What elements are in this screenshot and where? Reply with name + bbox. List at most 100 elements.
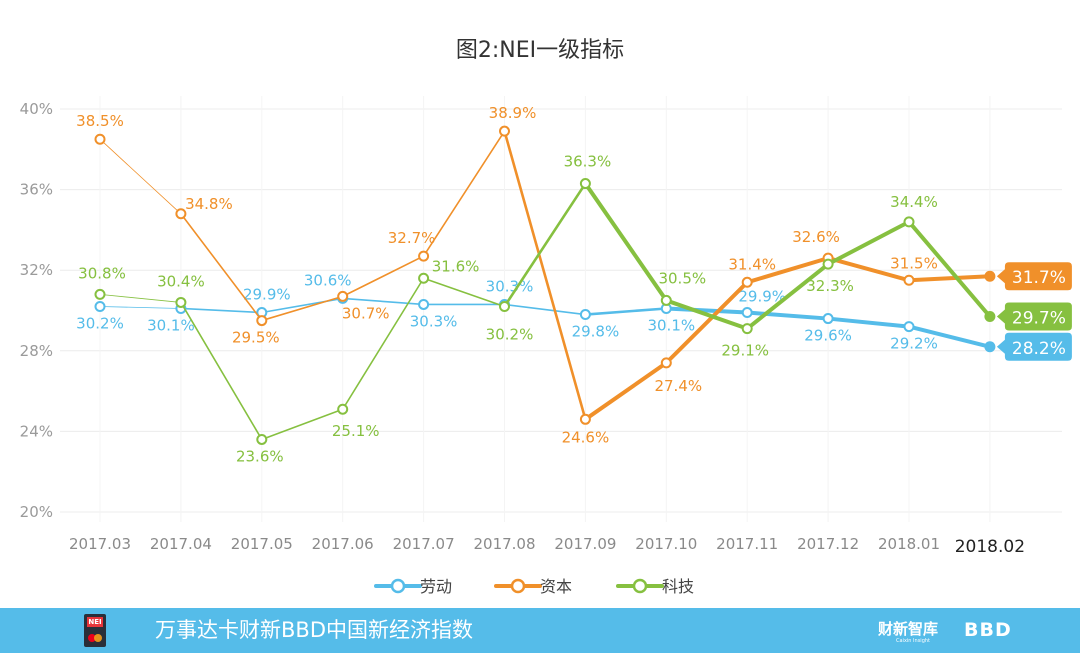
series-line-capital	[826, 256, 911, 283]
chart-title: 图2:NEI一级指标	[456, 38, 624, 63]
x-tick-label: 2018.01	[878, 535, 940, 553]
data-label-capital: 31.4%	[728, 255, 776, 273]
series-line-capital	[503, 129, 587, 421]
data-point-capital	[984, 270, 996, 282]
x-tick-label: 2017.05	[231, 535, 293, 553]
data-label-capital: 27.4%	[654, 377, 702, 395]
end-label-tag-capital	[996, 262, 1072, 291]
data-label-tech: 29.1%	[721, 342, 769, 360]
end-label-tag-tech	[996, 302, 1072, 331]
data-label-tech: 23.6%	[236, 447, 284, 465]
series-line-tech	[907, 219, 992, 319]
data-label-labor: 30.3%	[410, 312, 458, 330]
data-label-capital: 38.5%	[76, 112, 124, 130]
series-line-tech	[826, 219, 911, 267]
legend-marker-labor	[390, 578, 406, 594]
series-line-labor	[99, 306, 182, 309]
data-point-capital	[256, 315, 268, 327]
data-label-tech: 32.3%	[806, 277, 854, 295]
data-label-tech: 30.8%	[78, 264, 126, 282]
data-point-labor	[418, 298, 430, 310]
data-point-labor	[741, 307, 753, 319]
data-label-tech: 31.6%	[432, 257, 480, 275]
series-line-capital	[99, 138, 182, 215]
series-line-labor	[341, 297, 425, 306]
end-value-label-labor: 28.2%	[1012, 339, 1066, 359]
series-line-capital	[260, 295, 344, 322]
series-line-labor	[664, 306, 750, 315]
data-point-tech	[579, 178, 591, 190]
caixin-insight-subtitle: Caixin Insight	[896, 638, 930, 644]
data-point-tech	[660, 294, 672, 306]
series-line-capital	[907, 274, 992, 283]
footer-title: 万事达卡财新BBD中国新经济指数	[155, 618, 473, 642]
data-point-capital	[499, 125, 510, 137]
data-point-tech	[903, 216, 915, 228]
series-line-tech	[583, 181, 669, 303]
series-line-labor	[826, 316, 911, 329]
y-tick-label: 20%	[20, 503, 53, 521]
series-line-tech	[664, 298, 750, 331]
data-label-labor: 29.9%	[738, 288, 786, 306]
series-line-capital	[422, 130, 506, 257]
data-label-capital: 34.8%	[185, 195, 233, 213]
data-label-labor: 29.8%	[572, 323, 620, 341]
data-label-tech: 34.4%	[890, 193, 938, 211]
bbd-logo: BBD	[964, 619, 1012, 641]
data-point-capital	[175, 208, 187, 220]
series-line-tech	[99, 293, 182, 303]
data-label-capital: 32.7%	[388, 229, 436, 247]
data-point-tech	[337, 403, 349, 415]
series-line-labor	[907, 324, 992, 349]
y-tick-label: 28%	[20, 342, 53, 360]
data-label-capital: 24.6%	[562, 428, 610, 446]
data-label-tech: 30.5%	[658, 269, 706, 287]
series-line-tech	[503, 182, 587, 308]
data-point-labor	[903, 321, 915, 333]
footer-banner: NEI 万事达卡财新BBD中国新经济指数 财新智库 Caixin Insight…	[0, 608, 1080, 653]
legend-label-labor: 劳动	[420, 577, 452, 596]
x-tick-label: 2017.04	[150, 535, 212, 553]
data-point-tech	[741, 323, 753, 335]
series-line-tech	[745, 262, 831, 331]
data-label-tech: 30.2%	[486, 325, 534, 343]
caixin-insight-logo: 财新智库	[878, 620, 939, 638]
data-label-capital: 31.5%	[890, 254, 938, 272]
data-point-labor	[822, 313, 834, 325]
data-label-labor: 30.6%	[304, 271, 352, 289]
series-line-capital	[745, 256, 831, 285]
data-point-tech	[984, 311, 996, 323]
data-label-tech: 30.4%	[157, 272, 205, 290]
series-line-labor	[503, 303, 587, 316]
x-tick-label: 2017.06	[312, 535, 374, 553]
data-point-tech	[175, 296, 187, 308]
series-line-tech	[180, 301, 263, 441]
series-line-capital	[180, 212, 263, 322]
data-point-tech	[94, 288, 106, 300]
data-point-capital	[418, 250, 430, 262]
data-label-tech: 25.1%	[332, 422, 380, 440]
series-line-capital	[583, 360, 669, 422]
data-point-labor	[94, 300, 106, 312]
data-label-capital: 38.9%	[489, 104, 537, 122]
data-point-tech	[822, 258, 834, 270]
legend-label-tech: 科技	[662, 577, 694, 596]
data-label-labor: 29.6%	[804, 327, 852, 345]
x-tick-label: 2018.02	[955, 537, 1025, 557]
x-tick-label: 2017.12	[797, 535, 859, 553]
data-point-labor	[579, 309, 591, 321]
data-label-labor: 30.1%	[147, 316, 195, 334]
nei-logo-text: NEI	[87, 617, 103, 627]
x-tick-label: 2017.08	[473, 535, 535, 553]
x-tick-label: 2017.09	[554, 535, 616, 553]
series-line-labor	[180, 307, 263, 314]
series-line-capital	[341, 255, 425, 298]
data-label-tech: 36.3%	[564, 153, 612, 171]
end-label-tag-labor	[996, 332, 1072, 361]
data-point-capital	[660, 357, 672, 369]
data-point-labor	[984, 341, 996, 353]
legend-label-capital: 资本	[540, 577, 572, 596]
series-line-capital	[664, 280, 750, 365]
series-line-tech	[260, 408, 344, 441]
chart: 图2:NEI一级指标 40% 36% 32% 28% 24% 20% 2017.03 2017.…	[20, 38, 1072, 596]
